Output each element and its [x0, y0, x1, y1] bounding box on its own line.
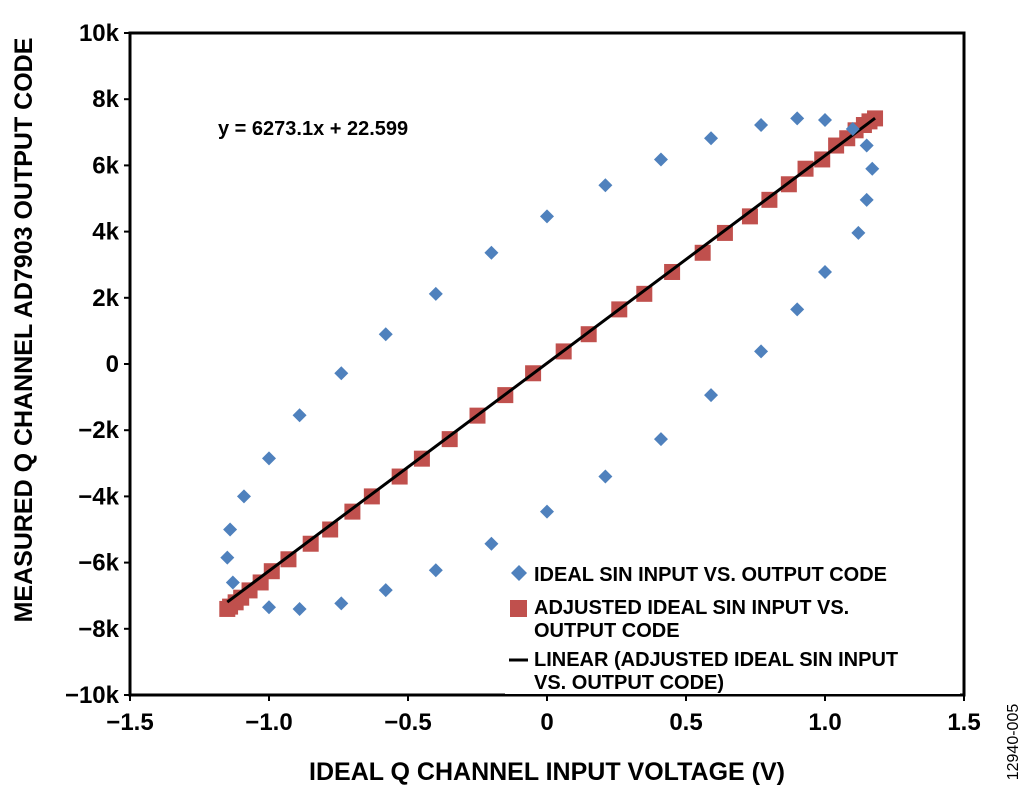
- trendline-equation: y = 6273.1x + 22.599: [218, 118, 408, 140]
- adjusted-point: [280, 551, 297, 568]
- x-tick-label: 0: [540, 709, 553, 736]
- ideal-point: [845, 121, 860, 136]
- ideal-point: [378, 327, 393, 342]
- ideal-point: [428, 286, 443, 301]
- ideal-point: [484, 245, 499, 260]
- ideal-point: [236, 489, 251, 504]
- y-tick-label: 2k: [92, 285, 119, 312]
- ideal-point: [859, 192, 874, 207]
- legend-label-linear-line1: LINEAR (ADJUSTED IDEAL SIN INPUT: [534, 649, 898, 671]
- legend-label-ideal: IDEAL SIN INPUT VS. OUTPUT CODE: [534, 564, 887, 586]
- ideal-point: [818, 264, 832, 279]
- x-tick-label: −0.5: [384, 709, 431, 736]
- ideal-point: [865, 161, 880, 176]
- ideal-point: [818, 113, 832, 128]
- ideal-point: [704, 131, 719, 146]
- ideal-point: [334, 366, 349, 381]
- ideal-point: [851, 225, 866, 240]
- legend-label-adjusted-line2: OUTPUT CODE: [534, 620, 680, 642]
- x-tick-label: 0.5: [669, 709, 702, 736]
- ideal-point: [484, 536, 499, 551]
- y-tick-label: 4k: [92, 219, 119, 246]
- y-tick-label: −4k: [78, 483, 119, 510]
- ideal-point: [428, 563, 443, 578]
- x-tick-label: 1.0: [808, 709, 841, 736]
- ideal-point: [653, 152, 668, 167]
- ideal-point: [334, 596, 349, 611]
- legend-label-adjusted-line1: ADJUSTED IDEAL SIN INPUT VS.: [534, 597, 849, 619]
- y-tick-label: −6k: [78, 550, 119, 577]
- ideal-point: [225, 575, 240, 590]
- y-tick-label: −2k: [78, 417, 119, 444]
- adjusted-point: [636, 285, 653, 302]
- ideal-point: [292, 408, 307, 423]
- x-tick-label: −1.5: [106, 709, 153, 736]
- ideal-point: [790, 111, 805, 126]
- y-tick-label: 8k: [92, 86, 119, 113]
- ideal-point: [223, 522, 238, 537]
- y-tick-label: 10k: [79, 20, 120, 47]
- x-tick-label: −1.0: [245, 709, 292, 736]
- legend-marker-adjusted-square: [510, 600, 527, 617]
- ideal-point: [292, 601, 307, 616]
- ideal-point: [378, 583, 393, 598]
- adjusted-point: [322, 521, 339, 538]
- ideal-point: [790, 302, 805, 317]
- legend-marker-ideal-diamond: [511, 565, 527, 581]
- legend-background: [505, 556, 960, 694]
- y-tick-label: −8k: [78, 616, 119, 643]
- ideal-point: [598, 178, 613, 193]
- x-tick-label: 1.5: [947, 709, 980, 736]
- ideal-point: [262, 600, 276, 615]
- ideal-point: [704, 388, 719, 403]
- axis-layer: −1.5 −1.0 −0.5 0 0.5 1.0 1.5 −10k −8k −6k −4k −2k 0 2…: [65, 20, 981, 736]
- figure-id: 12940-005: [1005, 704, 1022, 781]
- x-axis-title: IDEAL Q CHANNEL INPUT VOLTAGE (V): [309, 758, 785, 786]
- adjusted-point: [302, 535, 319, 552]
- legend-label-linear-line2: VS. OUTPUT CODE): [534, 672, 724, 694]
- ideal-point: [220, 550, 235, 565]
- ideal-point: [540, 209, 554, 224]
- ideal-point: [754, 118, 769, 133]
- adjusted-point: [391, 468, 408, 485]
- y-tick-label: 6k: [92, 152, 119, 179]
- ideal-point: [262, 451, 276, 466]
- plot-layer: [219, 110, 884, 617]
- legend: IDEAL SIN INPUT VS. OUTPUT CODE ADJUSTED…: [505, 556, 960, 694]
- ideal-point: [598, 469, 613, 484]
- ideal-point: [754, 344, 769, 359]
- y-axis-title: MEASURED Q CHANNEL AD7903 OUTPUT CODE: [10, 38, 38, 623]
- ideal-point: [540, 504, 554, 519]
- linear-trendline: [226, 117, 876, 604]
- ideal-point: [653, 432, 668, 447]
- ideal-point: [859, 138, 874, 153]
- adjusted-point: [441, 431, 458, 448]
- adjusted-point: [344, 503, 361, 520]
- y-tick-label: −10k: [65, 682, 120, 709]
- adjusted-point: [741, 208, 758, 225]
- y-tick-label: 0: [106, 351, 119, 378]
